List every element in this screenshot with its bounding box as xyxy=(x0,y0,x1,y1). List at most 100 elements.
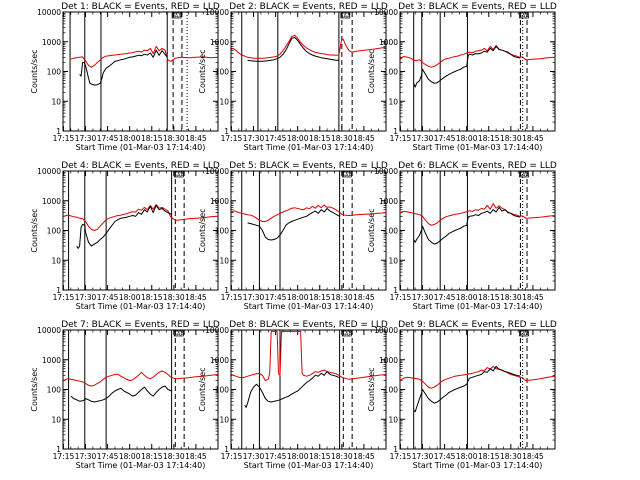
x-tick-label: 17:30 xyxy=(412,293,434,302)
x-tick-label: 18:45 xyxy=(353,293,375,302)
y-tick-label: 100 xyxy=(215,227,230,236)
lld-series-line xyxy=(400,203,556,226)
x-tick-label: 17:15 xyxy=(390,293,412,302)
x-tick-label: 17:45 xyxy=(265,452,287,461)
x-tick-label: 18:00 xyxy=(287,452,309,461)
saa-box xyxy=(171,12,182,19)
events-series-line xyxy=(413,45,521,88)
x-tick-label: 18:45 xyxy=(353,452,375,461)
y-axis-label: Counts/sec xyxy=(30,367,39,411)
y-tick-label: 1000 xyxy=(42,356,61,365)
plot-frame xyxy=(230,329,387,450)
x-tick-label: 17:45 xyxy=(434,293,456,302)
y-tick-label: 1000 xyxy=(379,356,398,365)
y-tick-label: 1 xyxy=(224,127,229,136)
lld-series-line xyxy=(400,45,556,68)
x-tick-label: 18:45 xyxy=(522,293,544,302)
plot-title: Det 8: BLACK = Events, RED = LLD xyxy=(229,320,388,330)
x-tick-label: 18:30 xyxy=(163,134,185,143)
x-tick-label: 18:15 xyxy=(141,452,163,461)
x-tick-label: 18:30 xyxy=(331,293,353,302)
y-tick-label: 10 xyxy=(219,415,229,424)
saa-box xyxy=(341,171,352,178)
saa-label: SAA xyxy=(519,332,530,338)
x-tick-label: 18:15 xyxy=(309,452,331,461)
y-tick-label: 1000 xyxy=(42,38,61,47)
events-series-line xyxy=(244,371,340,408)
y-tick-label: 1 xyxy=(393,445,398,454)
x-tick-label: 17:30 xyxy=(412,134,434,143)
detector-plot-4: Det 4: BLACK = Events, RED = LLD 1 10 100 10… xyxy=(30,161,220,311)
x-tick-label: 18:00 xyxy=(119,134,141,143)
events-series-line xyxy=(79,49,168,86)
x-tick-label: 18:45 xyxy=(185,293,207,302)
events-series-line xyxy=(70,385,172,403)
x-tick-label: 17:30 xyxy=(243,452,265,461)
detector-plot-3: Det 3: BLACK = Events, RED = LLD 1 10 100 10… xyxy=(367,2,557,152)
lld-series-line xyxy=(231,204,387,222)
detector-plot-2: Det 2: BLACK = Events, RED = LLD 1 10 100 10… xyxy=(198,2,388,152)
y-tick-label: 1 xyxy=(56,445,61,454)
y-tick-label: 10 xyxy=(388,256,398,265)
lld-series-line xyxy=(63,204,219,231)
y-tick-label: 100 xyxy=(47,68,62,77)
x-tick-label: 17:45 xyxy=(97,293,119,302)
y-tick-label: 10000 xyxy=(205,8,229,17)
x-tick-label: 17:45 xyxy=(97,134,119,143)
x-tick-label: 18:30 xyxy=(331,134,353,143)
events-series-line xyxy=(76,204,172,249)
saa-label: SAA xyxy=(519,173,530,179)
y-tick-label: 10 xyxy=(51,256,61,265)
plot-title: Det 9: BLACK = Events, RED = LLD xyxy=(398,320,557,330)
x-axis-label: Start Time (01-Mar-03 17:14:40) xyxy=(76,143,206,152)
y-tick-label: 100 xyxy=(384,227,399,236)
y-tick-label: 100 xyxy=(47,227,62,236)
y-axis-label: Counts/sec xyxy=(30,49,39,93)
detector-plot-7: Det 7: BLACK = Events, RED = LLD 1 10 100 10… xyxy=(30,320,220,470)
x-tick-label: 17:45 xyxy=(97,452,119,461)
y-tick-label: 10 xyxy=(51,415,61,424)
events-series-line xyxy=(247,208,340,241)
x-tick-label: 18:00 xyxy=(456,134,478,143)
y-tick-label: 10 xyxy=(388,97,398,106)
x-axis-label: Start Time (01-Mar-03 17:14:40) xyxy=(413,143,543,152)
x-axis-label: Start Time (01-Mar-03 17:14:40) xyxy=(76,461,206,470)
y-tick-label: 1000 xyxy=(210,356,229,365)
x-tick-label: 18:45 xyxy=(185,134,207,143)
y-tick-label: 1000 xyxy=(210,38,229,47)
x-tick-label: 17:15 xyxy=(53,452,75,461)
x-tick-label: 17:30 xyxy=(75,452,97,461)
plot-frame xyxy=(399,170,556,291)
y-tick-label: 100 xyxy=(47,386,62,395)
x-tick-label: 18:00 xyxy=(456,452,478,461)
x-axis-label: Start Time (01-Mar-03 17:14:40) xyxy=(76,302,206,311)
saa-box xyxy=(341,330,352,337)
y-tick-label: 100 xyxy=(384,386,399,395)
x-tick-label: 17:30 xyxy=(75,134,97,143)
y-tick-label: 1 xyxy=(224,286,229,295)
x-tick-label: 18:15 xyxy=(141,134,163,143)
x-tick-label: 18:15 xyxy=(478,134,500,143)
x-tick-label: 17:30 xyxy=(243,293,265,302)
x-tick-label: 18:30 xyxy=(163,452,185,461)
x-tick-label: 18:15 xyxy=(309,293,331,302)
y-tick-label: 10 xyxy=(388,415,398,424)
x-axis-label: Start Time (01-Mar-03 17:14:40) xyxy=(413,461,543,470)
y-tick-label: 100 xyxy=(384,68,399,77)
plot-title: Det 3: BLACK = Events, RED = LLD xyxy=(398,2,557,12)
plot-title: Det 1: BLACK = Events, RED = LLD xyxy=(61,2,220,12)
y-tick-label: 10 xyxy=(51,97,61,106)
y-tick-label: 10000 xyxy=(37,167,61,176)
y-tick-label: 1 xyxy=(393,286,398,295)
y-axis-label: Counts/sec xyxy=(367,49,376,93)
x-axis-label: Start Time (01-Mar-03 17:14:40) xyxy=(413,302,543,311)
x-tick-label: 17:15 xyxy=(221,452,243,461)
y-axis-label: Counts/sec xyxy=(367,367,376,411)
x-tick-label: 17:15 xyxy=(221,293,243,302)
y-tick-label: 10000 xyxy=(37,326,61,335)
x-tick-label: 18:00 xyxy=(119,452,141,461)
x-tick-label: 18:00 xyxy=(287,134,309,143)
lld-series-line xyxy=(231,34,387,59)
plot-title: Det 6: BLACK = Events, RED = LLD xyxy=(398,161,557,171)
y-tick-label: 100 xyxy=(215,386,230,395)
